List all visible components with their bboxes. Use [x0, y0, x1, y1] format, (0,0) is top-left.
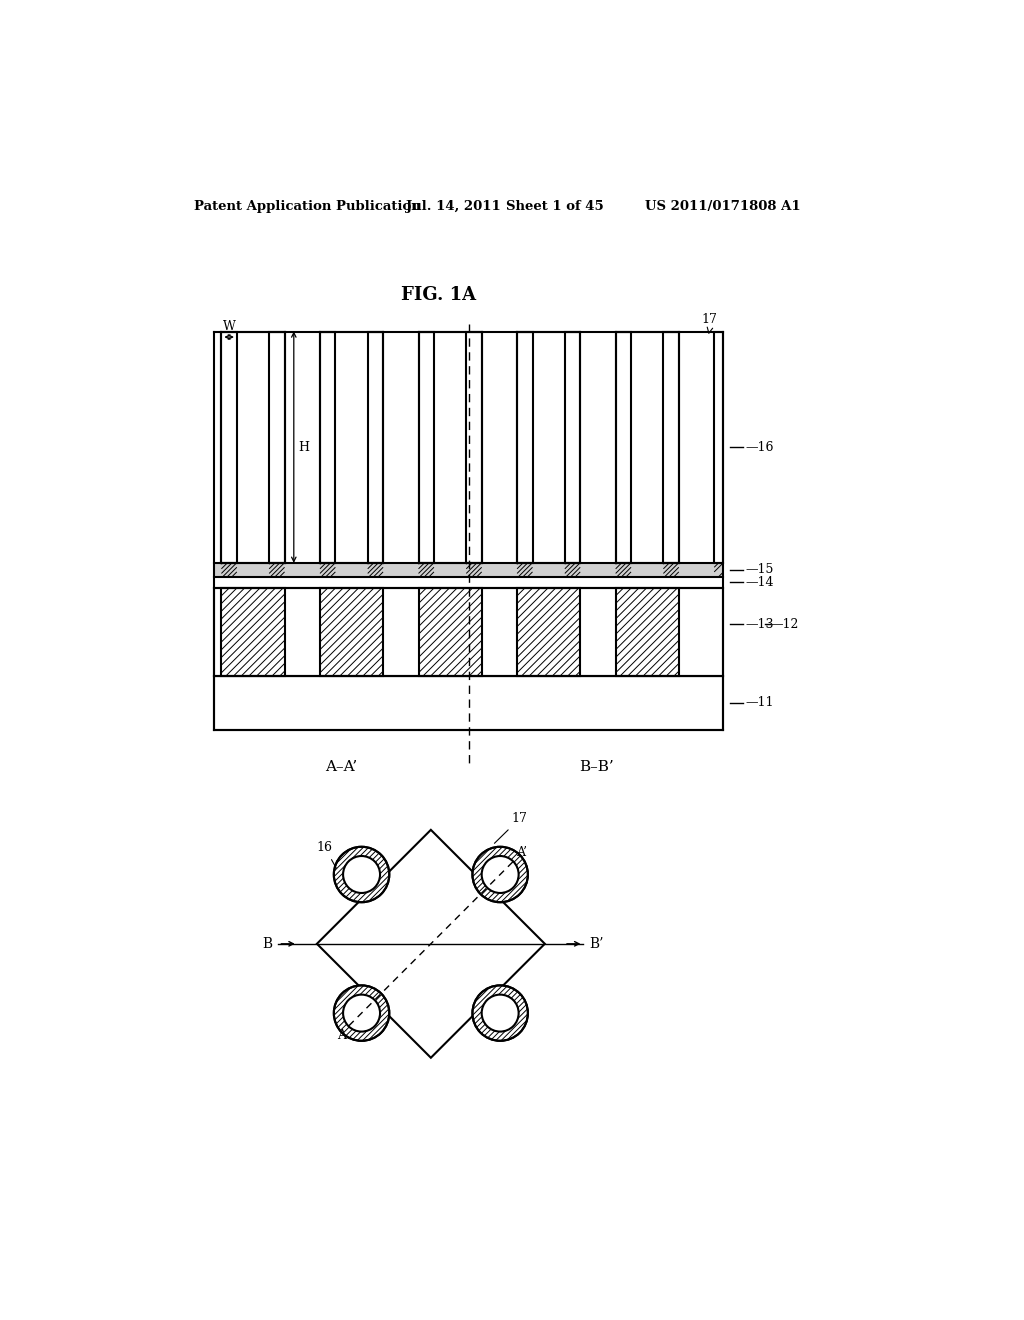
Circle shape [481, 857, 518, 894]
Bar [615, 589, 679, 676]
Circle shape [343, 995, 380, 1032]
Bar [214, 676, 724, 730]
Bar [319, 589, 383, 676]
Bar [368, 331, 383, 562]
Text: —15: —15 [745, 564, 773, 576]
Circle shape [334, 985, 389, 1040]
Bar [419, 331, 434, 562]
Bar [517, 331, 532, 562]
Bar [214, 331, 724, 562]
Text: B–B’: B–B’ [579, 760, 613, 774]
Bar [714, 331, 724, 562]
Text: FIG. 1A: FIG. 1A [401, 286, 476, 305]
Bar [269, 331, 285, 562]
Bar [214, 562, 724, 577]
Text: —11: —11 [745, 696, 773, 709]
Text: Jul. 14, 2011: Jul. 14, 2011 [407, 199, 501, 213]
Text: —14: —14 [745, 576, 773, 589]
Bar [664, 331, 679, 562]
Text: US 2011/0171808 A1: US 2011/0171808 A1 [645, 199, 801, 213]
Text: B’: B’ [590, 937, 604, 950]
Text: —13: —13 [745, 618, 773, 631]
Bar [714, 331, 724, 562]
Bar [214, 589, 724, 676]
Circle shape [472, 985, 528, 1040]
Bar [565, 331, 581, 562]
Polygon shape [316, 830, 545, 1057]
Bar [615, 331, 631, 562]
Bar [517, 331, 532, 562]
Bar [419, 589, 481, 676]
Bar [664, 331, 679, 562]
Text: B: B [262, 937, 272, 950]
Bar [615, 331, 631, 562]
Circle shape [334, 847, 389, 903]
Text: H: H [298, 441, 309, 454]
Bar [565, 331, 581, 562]
Text: Patent Application Publication: Patent Application Publication [195, 199, 421, 213]
Text: —16: —16 [745, 441, 773, 454]
Bar [466, 331, 481, 562]
Bar [319, 331, 336, 562]
Text: Sheet 1 of 45: Sheet 1 of 45 [506, 199, 603, 213]
Bar [466, 331, 481, 562]
Bar [368, 331, 383, 562]
Text: 17: 17 [701, 313, 718, 326]
Text: A: A [337, 1028, 346, 1041]
Text: —12: —12 [770, 618, 799, 631]
Circle shape [481, 995, 518, 1032]
Text: 16: 16 [316, 841, 336, 869]
Circle shape [472, 847, 528, 903]
Circle shape [343, 857, 380, 894]
Text: A–A’: A–A’ [326, 760, 357, 774]
Bar [221, 331, 237, 562]
Bar [269, 331, 285, 562]
Bar [221, 331, 237, 562]
Text: 17: 17 [495, 812, 527, 843]
Text: W: W [222, 321, 236, 333]
Bar [221, 589, 285, 676]
Bar [517, 589, 581, 676]
Text: A’: A’ [516, 846, 527, 859]
Bar [319, 331, 336, 562]
Bar [419, 331, 434, 562]
